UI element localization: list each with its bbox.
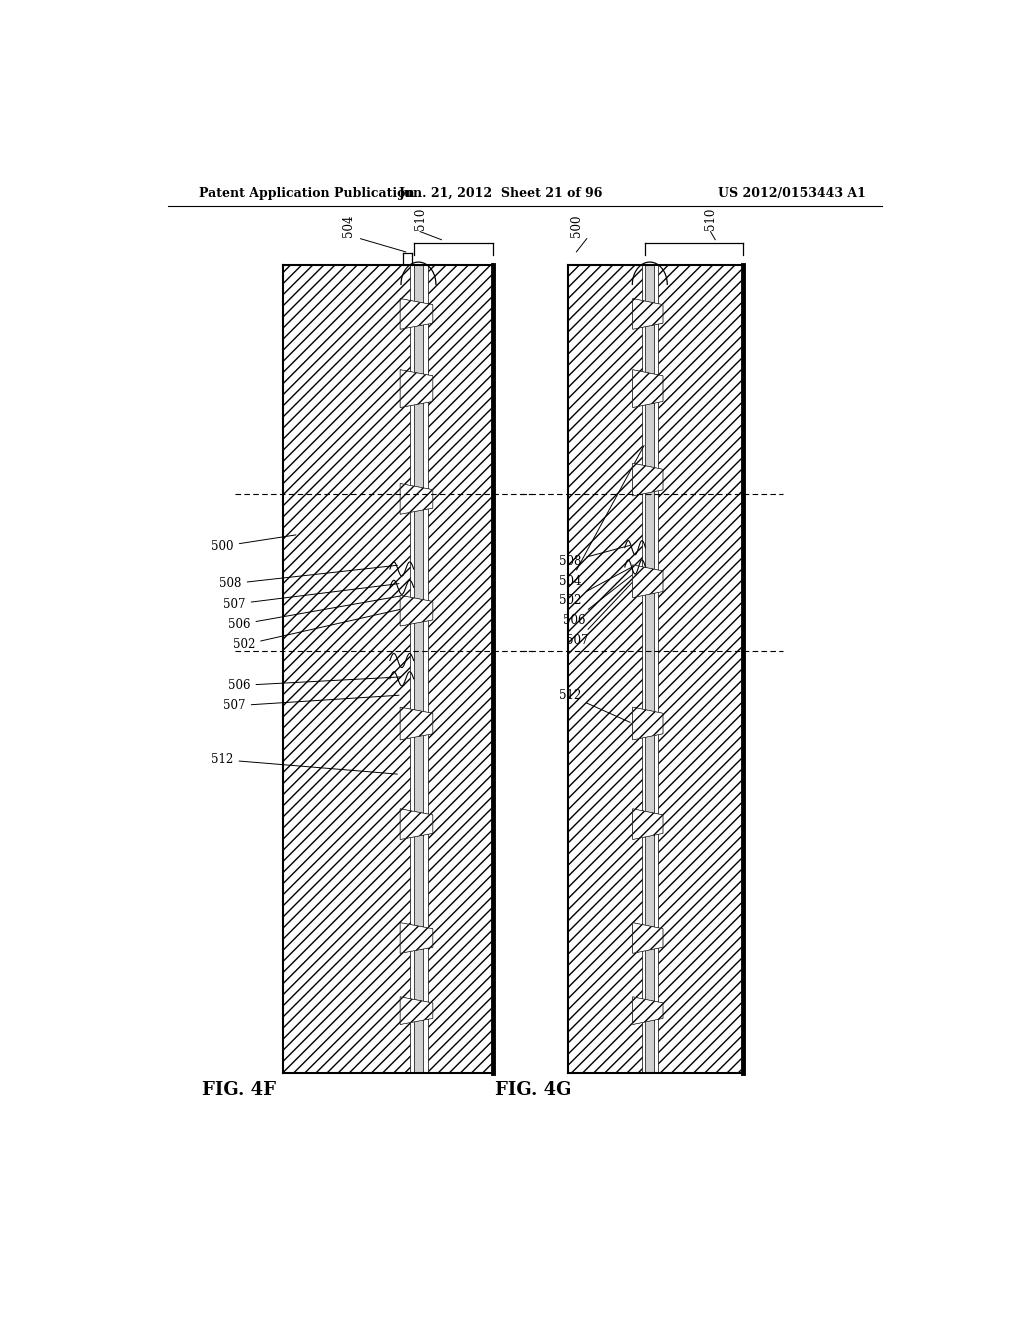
Polygon shape [400,595,433,626]
Text: 502: 502 [559,566,634,607]
Polygon shape [633,463,663,496]
Polygon shape [633,923,663,953]
Text: 508: 508 [559,545,630,568]
Polygon shape [568,265,642,1073]
Text: 507: 507 [223,583,399,611]
Polygon shape [400,708,433,739]
Text: 504: 504 [559,445,644,589]
Text: 504: 504 [342,214,355,236]
Polygon shape [400,708,433,739]
Polygon shape [633,997,663,1024]
Polygon shape [400,298,433,329]
Polygon shape [400,595,433,626]
Polygon shape [633,298,663,329]
Polygon shape [428,265,494,1073]
Text: 507: 507 [566,582,633,647]
Polygon shape [633,370,663,408]
Polygon shape [633,708,663,739]
Polygon shape [633,923,663,953]
Polygon shape [633,463,663,496]
Text: 510: 510 [414,207,427,230]
Text: 512: 512 [211,754,397,774]
Polygon shape [400,483,433,515]
Text: 508: 508 [219,565,397,590]
Polygon shape [400,997,433,1024]
Polygon shape [645,265,654,1073]
Text: 500: 500 [570,214,583,236]
Polygon shape [633,565,663,598]
Polygon shape [633,997,663,1024]
Polygon shape [633,809,663,840]
Polygon shape [633,809,663,840]
Text: 506: 506 [228,677,400,692]
Polygon shape [633,708,663,739]
Text: 502: 502 [232,610,400,651]
Polygon shape [400,370,433,408]
Text: US 2012/0153443 A1: US 2012/0153443 A1 [718,187,866,201]
Polygon shape [400,809,433,840]
Polygon shape [400,298,433,329]
Text: 506: 506 [563,574,634,627]
Text: FIG. 4G: FIG. 4G [495,1081,571,1100]
Text: 500: 500 [211,535,296,553]
Text: 512: 512 [559,689,630,722]
Polygon shape [658,265,743,1073]
Text: FIG. 4F: FIG. 4F [202,1081,276,1100]
Polygon shape [400,997,433,1024]
Text: Jun. 21, 2012  Sheet 21 of 96: Jun. 21, 2012 Sheet 21 of 96 [398,187,603,201]
Polygon shape [633,298,663,329]
Polygon shape [633,370,663,408]
Polygon shape [400,483,433,515]
Polygon shape [400,809,433,840]
Text: 510: 510 [705,207,717,230]
Text: 506: 506 [228,595,400,631]
Polygon shape [633,565,663,598]
Polygon shape [400,923,433,953]
Polygon shape [414,265,423,1073]
Text: Patent Application Publication: Patent Application Publication [200,187,415,201]
Polygon shape [400,923,433,953]
Polygon shape [400,370,433,408]
Polygon shape [283,265,410,1073]
Text: 507: 507 [223,696,399,713]
